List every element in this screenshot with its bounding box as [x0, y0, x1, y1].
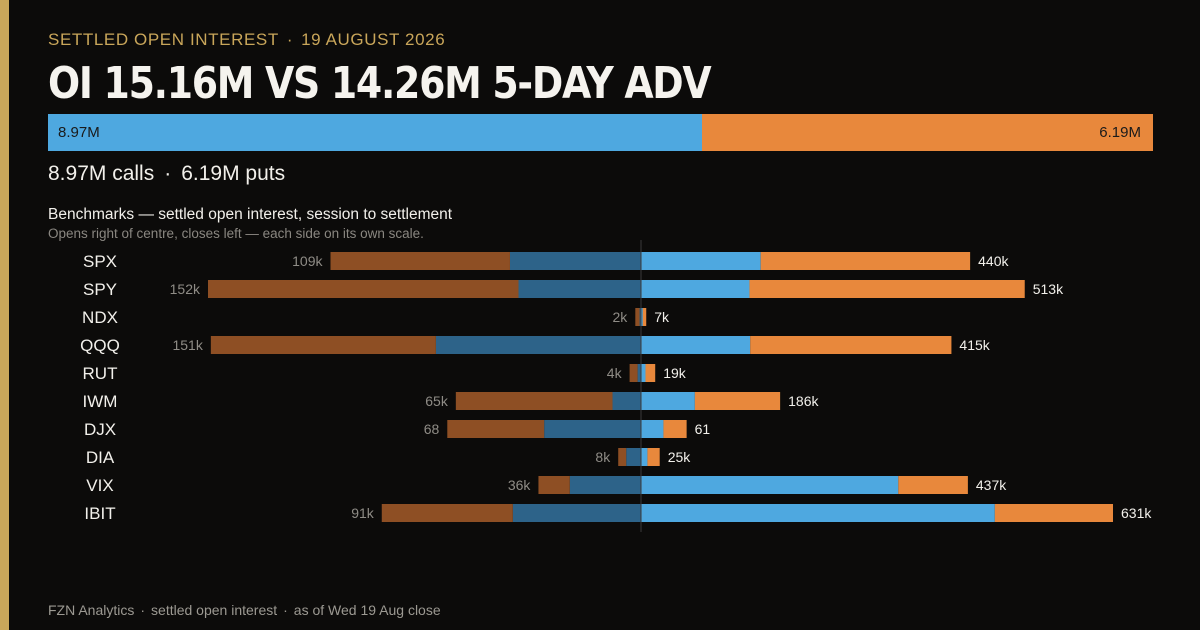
- left-value-label: 36k: [508, 477, 532, 493]
- bar-right-calls: [641, 476, 899, 494]
- bar-right-puts: [645, 364, 656, 382]
- bar-right-puts: [750, 336, 952, 354]
- bar-left-calls: [518, 280, 641, 298]
- eyebrow-separator: ·: [286, 30, 294, 49]
- left-value-label: 151k: [172, 337, 203, 353]
- accent-bar: [0, 0, 9, 630]
- subchart-note: Opens right of centre, closes left — eac…: [48, 226, 424, 241]
- bar-left-calls: [612, 392, 641, 410]
- right-value-label: 7k: [654, 309, 670, 325]
- bar-right-calls: [641, 336, 751, 354]
- bar-left-calls: [637, 364, 641, 382]
- bar-left-puts: [635, 308, 640, 326]
- left-value-label: 68: [424, 421, 440, 437]
- footer-metric: settled open interest: [151, 602, 278, 618]
- bar-left-puts: [447, 420, 545, 438]
- bar-right-calls: [641, 280, 750, 298]
- bar-left-puts: [208, 280, 519, 298]
- right-value-label: 631k: [1121, 505, 1152, 521]
- bar-left-calls: [435, 336, 641, 354]
- bar-right-puts: [898, 476, 968, 494]
- right-value-label: 440k: [978, 253, 1009, 269]
- category-label: IWM: [83, 392, 118, 411]
- bar-left-puts: [538, 476, 570, 494]
- caption-calls: 8.97M calls: [48, 162, 155, 185]
- bar-right-puts: [647, 448, 660, 466]
- subchart-title: Benchmarks — settled open interest, sess…: [48, 206, 453, 223]
- calls-segment-label: 8.97M: [58, 124, 100, 141]
- bar-right-calls: [641, 252, 761, 270]
- eyebrow-date: 19 AUGUST 2026: [301, 30, 446, 49]
- bar-right-puts: [642, 308, 647, 326]
- right-value-label: 19k: [663, 365, 687, 381]
- bar-right-calls: [641, 504, 995, 522]
- left-value-label: 109k: [292, 253, 323, 269]
- bar-right-puts: [760, 252, 971, 270]
- bar-left-puts: [455, 392, 613, 410]
- bar-left-puts: [618, 448, 627, 466]
- category-label: NDX: [82, 308, 118, 327]
- category-label: QQQ: [80, 336, 120, 355]
- bar-right-calls: [641, 420, 664, 438]
- category-label: SPY: [83, 280, 117, 299]
- category-label: RUT: [83, 364, 118, 383]
- bar-right-calls: [641, 308, 643, 326]
- category-label: SPX: [83, 252, 117, 271]
- footer-separator: ·: [140, 602, 146, 618]
- left-value-label: 152k: [170, 281, 201, 297]
- footer-separator: ·: [283, 602, 288, 618]
- bar-left-calls: [512, 504, 641, 522]
- bar-left-calls: [639, 308, 641, 326]
- bar-right-calls: [641, 364, 646, 382]
- left-value-label: 2k: [613, 309, 629, 325]
- eyebrow-label: SETTLED OPEN INTEREST: [48, 30, 279, 49]
- bar-right-puts: [663, 420, 687, 438]
- calls-puts-split-bar: 8.97M 6.19M: [48, 114, 1153, 151]
- caption-separator: ·: [164, 162, 172, 185]
- bar-left-calls: [626, 448, 641, 466]
- category-label: VIX: [86, 476, 113, 495]
- right-value-label: 513k: [1033, 281, 1064, 297]
- left-value-label: 91k: [351, 505, 375, 521]
- left-value-label: 8k: [595, 449, 611, 465]
- bar-right-puts: [994, 504, 1113, 522]
- bar-right-puts: [749, 280, 1025, 298]
- footer: FZN Analytics · settled open interest · as o…: [48, 602, 441, 618]
- bar-left-calls: [569, 476, 641, 494]
- right-value-label: 437k: [976, 477, 1007, 493]
- puts-segment: 6.19M: [701, 114, 1153, 151]
- category-label: DIA: [86, 448, 115, 467]
- bar-right-puts: [694, 392, 781, 410]
- category-label: DJX: [84, 420, 116, 439]
- right-value-label: 186k: [788, 393, 819, 409]
- bar-left-puts: [330, 252, 510, 270]
- split-caption: 8.97M calls · 6.19M puts: [48, 162, 285, 186]
- headline: OI 15.16M VS 14.26M 5-DAY ADV: [48, 58, 712, 109]
- bar-left-puts: [629, 364, 638, 382]
- bar-left-calls: [509, 252, 641, 270]
- eyebrow: SETTLED OPEN INTEREST · 19 AUGUST 2026: [48, 30, 445, 50]
- bar-right-calls: [641, 392, 695, 410]
- footer-asof: as of Wed 19 Aug close: [293, 602, 441, 618]
- caption-puts: 6.19M puts: [181, 162, 286, 185]
- bar-left-puts: [381, 504, 513, 522]
- right-value-label: 61: [695, 421, 711, 437]
- left-value-label: 65k: [425, 393, 449, 409]
- right-value-label: 415k: [959, 337, 990, 353]
- left-value-label: 4k: [607, 365, 623, 381]
- calls-segment: 8.97M: [48, 114, 702, 151]
- bar-left-calls: [544, 420, 641, 438]
- bar-left-puts: [210, 336, 436, 354]
- footer-source: FZN Analytics: [48, 602, 135, 618]
- puts-segment-label: 6.19M: [1099, 124, 1141, 141]
- bar-right-calls: [641, 448, 648, 466]
- category-label: IBIT: [84, 504, 115, 523]
- right-value-label: 25k: [668, 449, 692, 465]
